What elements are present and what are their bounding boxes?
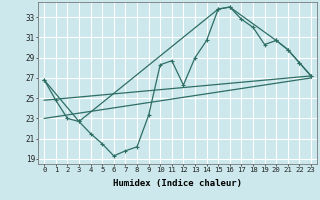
X-axis label: Humidex (Indice chaleur): Humidex (Indice chaleur)	[113, 179, 242, 188]
